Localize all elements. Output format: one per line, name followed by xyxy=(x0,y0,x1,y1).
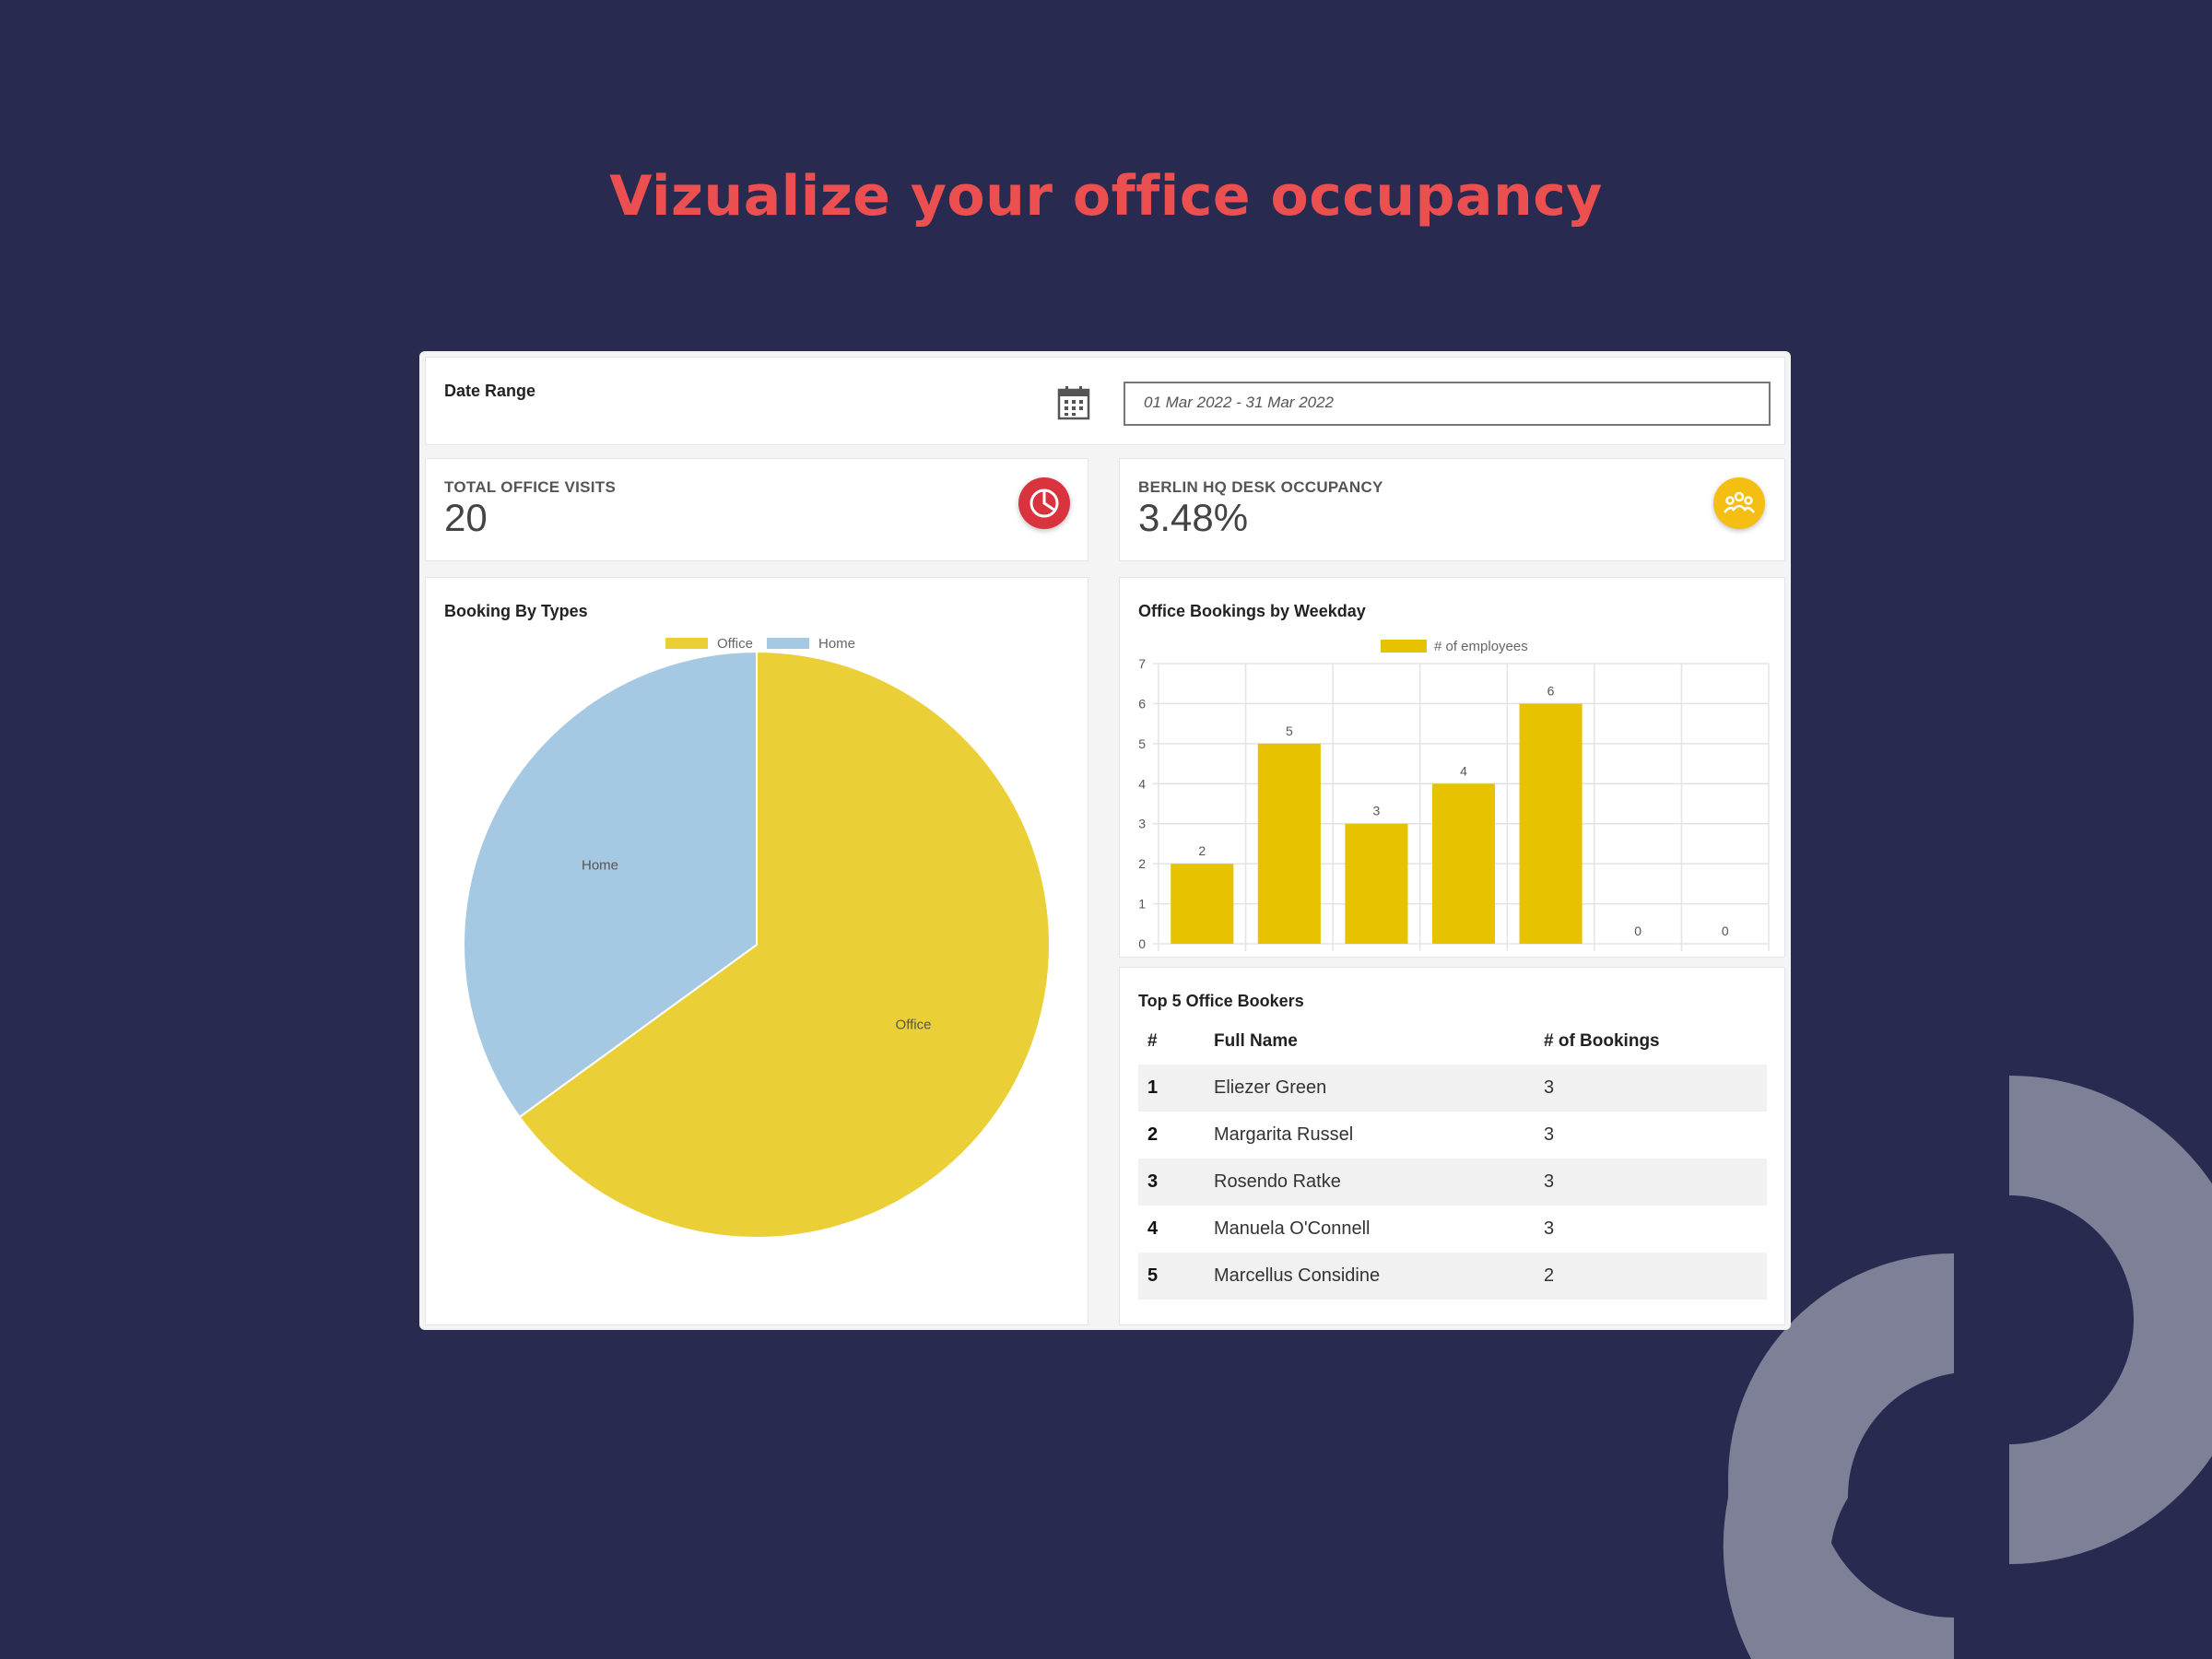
rank-cell: 5 xyxy=(1138,1253,1213,1300)
legend-label-home: Home xyxy=(818,636,855,652)
rank-cell: 3 xyxy=(1138,1159,1213,1206)
y-tick-label: 0 xyxy=(1138,936,1146,951)
bookings-cell: 3 xyxy=(1543,1159,1767,1206)
table-row: 4 Manuela O'Connell 3 xyxy=(1138,1206,1767,1253)
rank-cell: 1 xyxy=(1138,1065,1213,1112)
bar-thursday xyxy=(1431,783,1496,944)
name-cell: Marcellus Considine xyxy=(1213,1253,1543,1300)
bookings-cell: 2 xyxy=(1543,1253,1767,1300)
bar-value-label: 2 xyxy=(1198,843,1206,858)
bookings-cell: 3 xyxy=(1544,1218,1555,1239)
y-tick-label: 7 xyxy=(1138,656,1146,671)
dashboard-panel: Date Range 01 Mar 2022 - 31 Mar 2022 TOT… xyxy=(419,351,1791,1330)
y-tick-label: 3 xyxy=(1138,817,1146,831)
bar-value-label: 4 xyxy=(1460,763,1467,778)
table-row: 5 Marcellus Considine 2 xyxy=(1138,1253,1767,1300)
legend-label-office: Office xyxy=(717,636,753,652)
date-range-label: Date Range xyxy=(444,382,536,400)
booking-by-types-card: Booking By Types Office Home Office Home xyxy=(425,577,1088,1325)
kpi-label: TOTAL OFFICE VISITS xyxy=(444,478,617,496)
bar-wednesday xyxy=(1345,823,1408,944)
legend-label-employees: # of employees xyxy=(1434,639,1528,654)
kpi-value: 3.48% xyxy=(1138,496,1249,539)
column-header-full-name: Full Name xyxy=(1214,1031,1298,1051)
weekday-bookings-card: Office Bookings by Weekday # of employee… xyxy=(1119,577,1785,958)
y-tick-label: 5 xyxy=(1138,736,1146,751)
calendar-icon[interactable] xyxy=(1057,385,1090,425)
pie-label-home: Home xyxy=(582,857,618,873)
bar-value-label: 0 xyxy=(1722,924,1729,938)
card-title: Office Bookings by Weekday xyxy=(1138,602,1366,620)
bar-value-label: 5 xyxy=(1286,724,1293,738)
y-tick-label: 4 xyxy=(1138,776,1146,791)
weekday-bar-chart: # of employees012345672Monday5Tuesday3We… xyxy=(1138,639,1770,951)
name-cell: Rosendo Ratke xyxy=(1213,1159,1543,1206)
kpi-label: BERLIN HQ DESK OCCUPANCY xyxy=(1138,478,1383,496)
bar-monday xyxy=(1171,864,1234,944)
pie-slice-home xyxy=(463,650,758,1119)
pie-chart-icon xyxy=(1018,477,1070,529)
top-bookers-card: Top 5 Office Bookers # Full Name # of Bo… xyxy=(1119,967,1785,1325)
card-title: Booking By Types xyxy=(444,602,588,620)
card-title: Top 5 Office Bookers xyxy=(1138,992,1304,1010)
desk-occupancy-card: BERLIN HQ DESK OCCUPANCY 3.48% xyxy=(1119,458,1785,561)
total-office-visits-card: TOTAL OFFICE VISITS 20 xyxy=(425,458,1088,561)
table-row: 2 Margarita Russel 3 xyxy=(1138,1112,1767,1159)
legend-swatch-home xyxy=(767,638,809,649)
name-cell: Manuela O'Connell xyxy=(1214,1218,1371,1239)
table-header-row: # Full Name # of Bookings xyxy=(1138,1018,1767,1065)
bookings-cell: 3 xyxy=(1544,1124,1555,1145)
kpi-value: 20 xyxy=(444,496,488,539)
y-tick-label: 1 xyxy=(1138,897,1146,912)
bookings-cell: 3 xyxy=(1543,1065,1767,1112)
y-tick-label: 2 xyxy=(1138,856,1146,871)
pie-label-office: Office xyxy=(896,1018,932,1033)
column-header-rank: # xyxy=(1147,1031,1158,1051)
table-row: 3 Rosendo Ratke 3 xyxy=(1138,1159,1767,1206)
name-cell: Margarita Russel xyxy=(1214,1124,1354,1145)
pie-slice-office xyxy=(518,650,1051,1239)
headline: Vizualize your office occupancy xyxy=(609,164,1603,229)
booking-types-pie-chart: Office Home Office Home xyxy=(463,636,1051,1239)
table-row: 1 Eliezer Green 3 xyxy=(1138,1065,1767,1112)
y-tick-label: 6 xyxy=(1138,696,1146,711)
people-icon xyxy=(1713,477,1765,529)
legend-swatch-office xyxy=(665,638,708,649)
legend-swatch-employees xyxy=(1381,640,1427,653)
bar-value-label: 0 xyxy=(1634,924,1641,938)
bar-tuesday xyxy=(1257,743,1321,944)
column-header-bookings: # of Bookings xyxy=(1544,1031,1660,1051)
name-cell: Eliezer Green xyxy=(1213,1065,1543,1112)
date-range-card: Date Range 01 Mar 2022 - 31 Mar 2022 xyxy=(425,357,1785,445)
bar-value-label: 3 xyxy=(1373,804,1381,818)
bar-friday xyxy=(1519,703,1583,944)
rank-cell: 2 xyxy=(1147,1124,1159,1145)
date-range-input[interactable]: 01 Mar 2022 - 31 Mar 2022 xyxy=(1124,382,1771,426)
bar-value-label: 6 xyxy=(1547,683,1555,698)
top-bookers-table: # Full Name # of Bookings 1 Eliezer Gree… xyxy=(1138,1018,1767,1300)
rank-cell: 4 xyxy=(1147,1218,1159,1239)
